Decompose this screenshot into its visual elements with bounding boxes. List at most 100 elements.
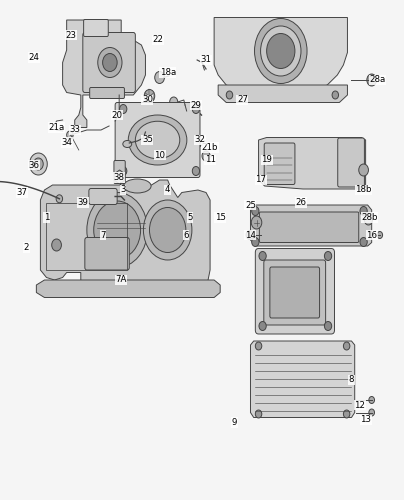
Text: 38: 38	[114, 173, 125, 182]
Text: 31: 31	[200, 56, 212, 64]
Circle shape	[155, 72, 164, 84]
Circle shape	[255, 410, 262, 418]
Circle shape	[367, 74, 377, 86]
Circle shape	[332, 91, 339, 99]
FancyBboxPatch shape	[85, 238, 129, 270]
Circle shape	[67, 131, 73, 139]
Text: 7: 7	[100, 230, 106, 239]
Text: 27: 27	[237, 96, 248, 104]
Circle shape	[94, 201, 141, 259]
Circle shape	[324, 322, 332, 330]
Circle shape	[34, 158, 43, 170]
Circle shape	[87, 192, 147, 268]
Text: 14: 14	[245, 230, 256, 239]
Text: 23: 23	[65, 30, 76, 40]
Circle shape	[120, 104, 127, 114]
FancyBboxPatch shape	[338, 138, 364, 187]
Circle shape	[29, 153, 47, 175]
FancyBboxPatch shape	[115, 102, 200, 178]
Text: 8: 8	[349, 376, 354, 384]
Text: 36: 36	[29, 160, 40, 170]
Text: 19: 19	[261, 156, 272, 164]
Circle shape	[56, 195, 63, 203]
Circle shape	[369, 396, 375, 404]
Ellipse shape	[128, 115, 187, 165]
Circle shape	[226, 91, 233, 99]
Circle shape	[192, 166, 200, 175]
Polygon shape	[115, 170, 124, 184]
Text: 12: 12	[354, 400, 365, 409]
Text: 11: 11	[204, 156, 216, 164]
Circle shape	[251, 216, 262, 229]
Text: 28b: 28b	[362, 213, 378, 222]
Circle shape	[144, 90, 155, 102]
FancyBboxPatch shape	[264, 260, 326, 325]
Circle shape	[255, 342, 262, 350]
Circle shape	[364, 215, 372, 225]
Text: 22: 22	[152, 36, 163, 44]
Polygon shape	[259, 138, 366, 189]
Text: 4: 4	[165, 186, 170, 194]
Polygon shape	[250, 205, 372, 246]
Ellipse shape	[124, 179, 151, 193]
Text: 15: 15	[215, 213, 226, 222]
FancyBboxPatch shape	[84, 20, 108, 36]
Circle shape	[259, 322, 266, 330]
Text: 30: 30	[142, 96, 153, 104]
Text: 5: 5	[187, 213, 193, 222]
Circle shape	[261, 26, 301, 76]
Circle shape	[202, 151, 210, 161]
Text: 21b: 21b	[202, 143, 218, 152]
FancyBboxPatch shape	[270, 267, 320, 318]
Circle shape	[343, 342, 350, 350]
Text: 37: 37	[17, 188, 28, 197]
FancyBboxPatch shape	[255, 248, 335, 334]
Text: 33: 33	[69, 126, 80, 134]
Polygon shape	[214, 18, 347, 90]
Circle shape	[369, 409, 375, 416]
Ellipse shape	[135, 121, 180, 159]
Text: 7A: 7A	[116, 276, 127, 284]
Text: 16: 16	[366, 230, 377, 239]
FancyBboxPatch shape	[90, 88, 124, 99]
Text: 17: 17	[255, 176, 266, 184]
Circle shape	[360, 238, 367, 246]
Circle shape	[360, 206, 367, 216]
Text: 26: 26	[295, 198, 307, 207]
Text: 24: 24	[29, 53, 40, 62]
Circle shape	[343, 410, 350, 418]
Text: 3: 3	[120, 186, 126, 194]
Circle shape	[377, 232, 383, 238]
Polygon shape	[250, 341, 355, 417]
Circle shape	[120, 166, 127, 175]
FancyBboxPatch shape	[89, 188, 117, 204]
Text: 28a: 28a	[370, 76, 386, 84]
Polygon shape	[36, 280, 220, 297]
Circle shape	[324, 252, 332, 260]
Circle shape	[252, 206, 259, 216]
Text: 35: 35	[142, 136, 153, 144]
Circle shape	[170, 97, 178, 107]
Circle shape	[98, 48, 122, 78]
Text: 25: 25	[245, 200, 256, 209]
Circle shape	[192, 104, 200, 114]
Circle shape	[246, 230, 253, 239]
FancyBboxPatch shape	[264, 143, 295, 184]
Circle shape	[149, 208, 186, 252]
Circle shape	[52, 239, 61, 251]
Text: 20: 20	[112, 110, 123, 120]
Text: 9: 9	[231, 418, 237, 427]
Text: 2: 2	[23, 243, 29, 252]
Text: 10: 10	[154, 150, 165, 160]
Polygon shape	[63, 20, 145, 128]
Text: 32: 32	[194, 136, 206, 144]
Circle shape	[252, 238, 259, 246]
FancyBboxPatch shape	[83, 32, 135, 92]
Circle shape	[103, 54, 117, 72]
Circle shape	[259, 252, 266, 260]
Text: 18a: 18a	[160, 68, 176, 77]
Text: 18b: 18b	[356, 186, 372, 194]
Circle shape	[267, 34, 295, 68]
Polygon shape	[218, 85, 347, 102]
Circle shape	[143, 200, 192, 260]
